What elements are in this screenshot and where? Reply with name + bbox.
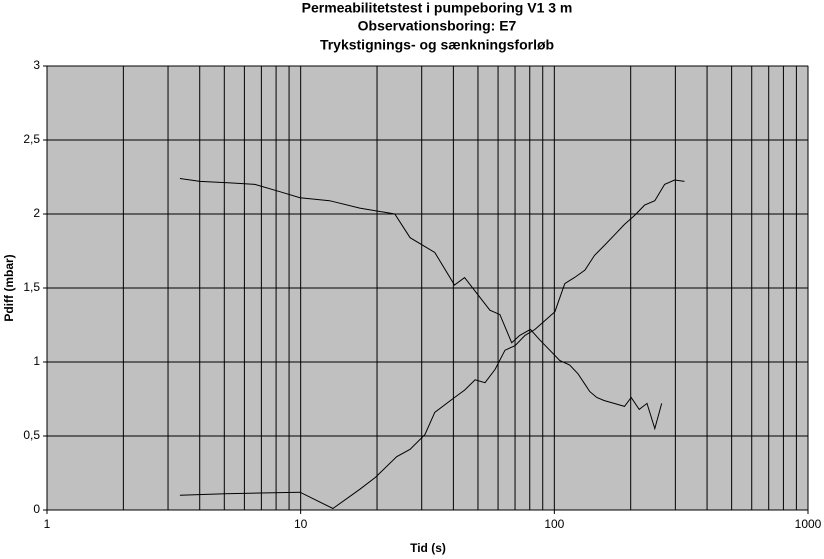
y-tick-label: 0,5 — [23, 428, 40, 442]
x-axis-title: Tid (s) — [410, 541, 446, 555]
x-tick-label: 100 — [544, 517, 564, 531]
y-tick-label: 2,5 — [23, 132, 40, 146]
x-tick-label: 1000 — [795, 517, 822, 531]
y-tick-label: 1 — [33, 354, 40, 368]
y-tick-label: 2 — [33, 206, 40, 220]
y-tick-label: 0 — [33, 502, 40, 516]
y-axis-title: Pdiff (mbar) — [2, 254, 16, 321]
chart-title: Observationsboring: E7 — [358, 18, 517, 34]
series-line — [179, 179, 685, 510]
chart-title: Permeabilitetstest i pumpeboring V1 3 m — [302, 0, 573, 16]
x-tick-label: 10 — [294, 517, 308, 531]
y-tick-label: 1,5 — [23, 280, 40, 294]
chart-title: Trykstignings- og sænkningsforløb — [320, 37, 554, 53]
x-tick-label: 1 — [44, 517, 51, 531]
series-line — [179, 178, 663, 431]
y-tick-label: 3 — [33, 58, 40, 72]
